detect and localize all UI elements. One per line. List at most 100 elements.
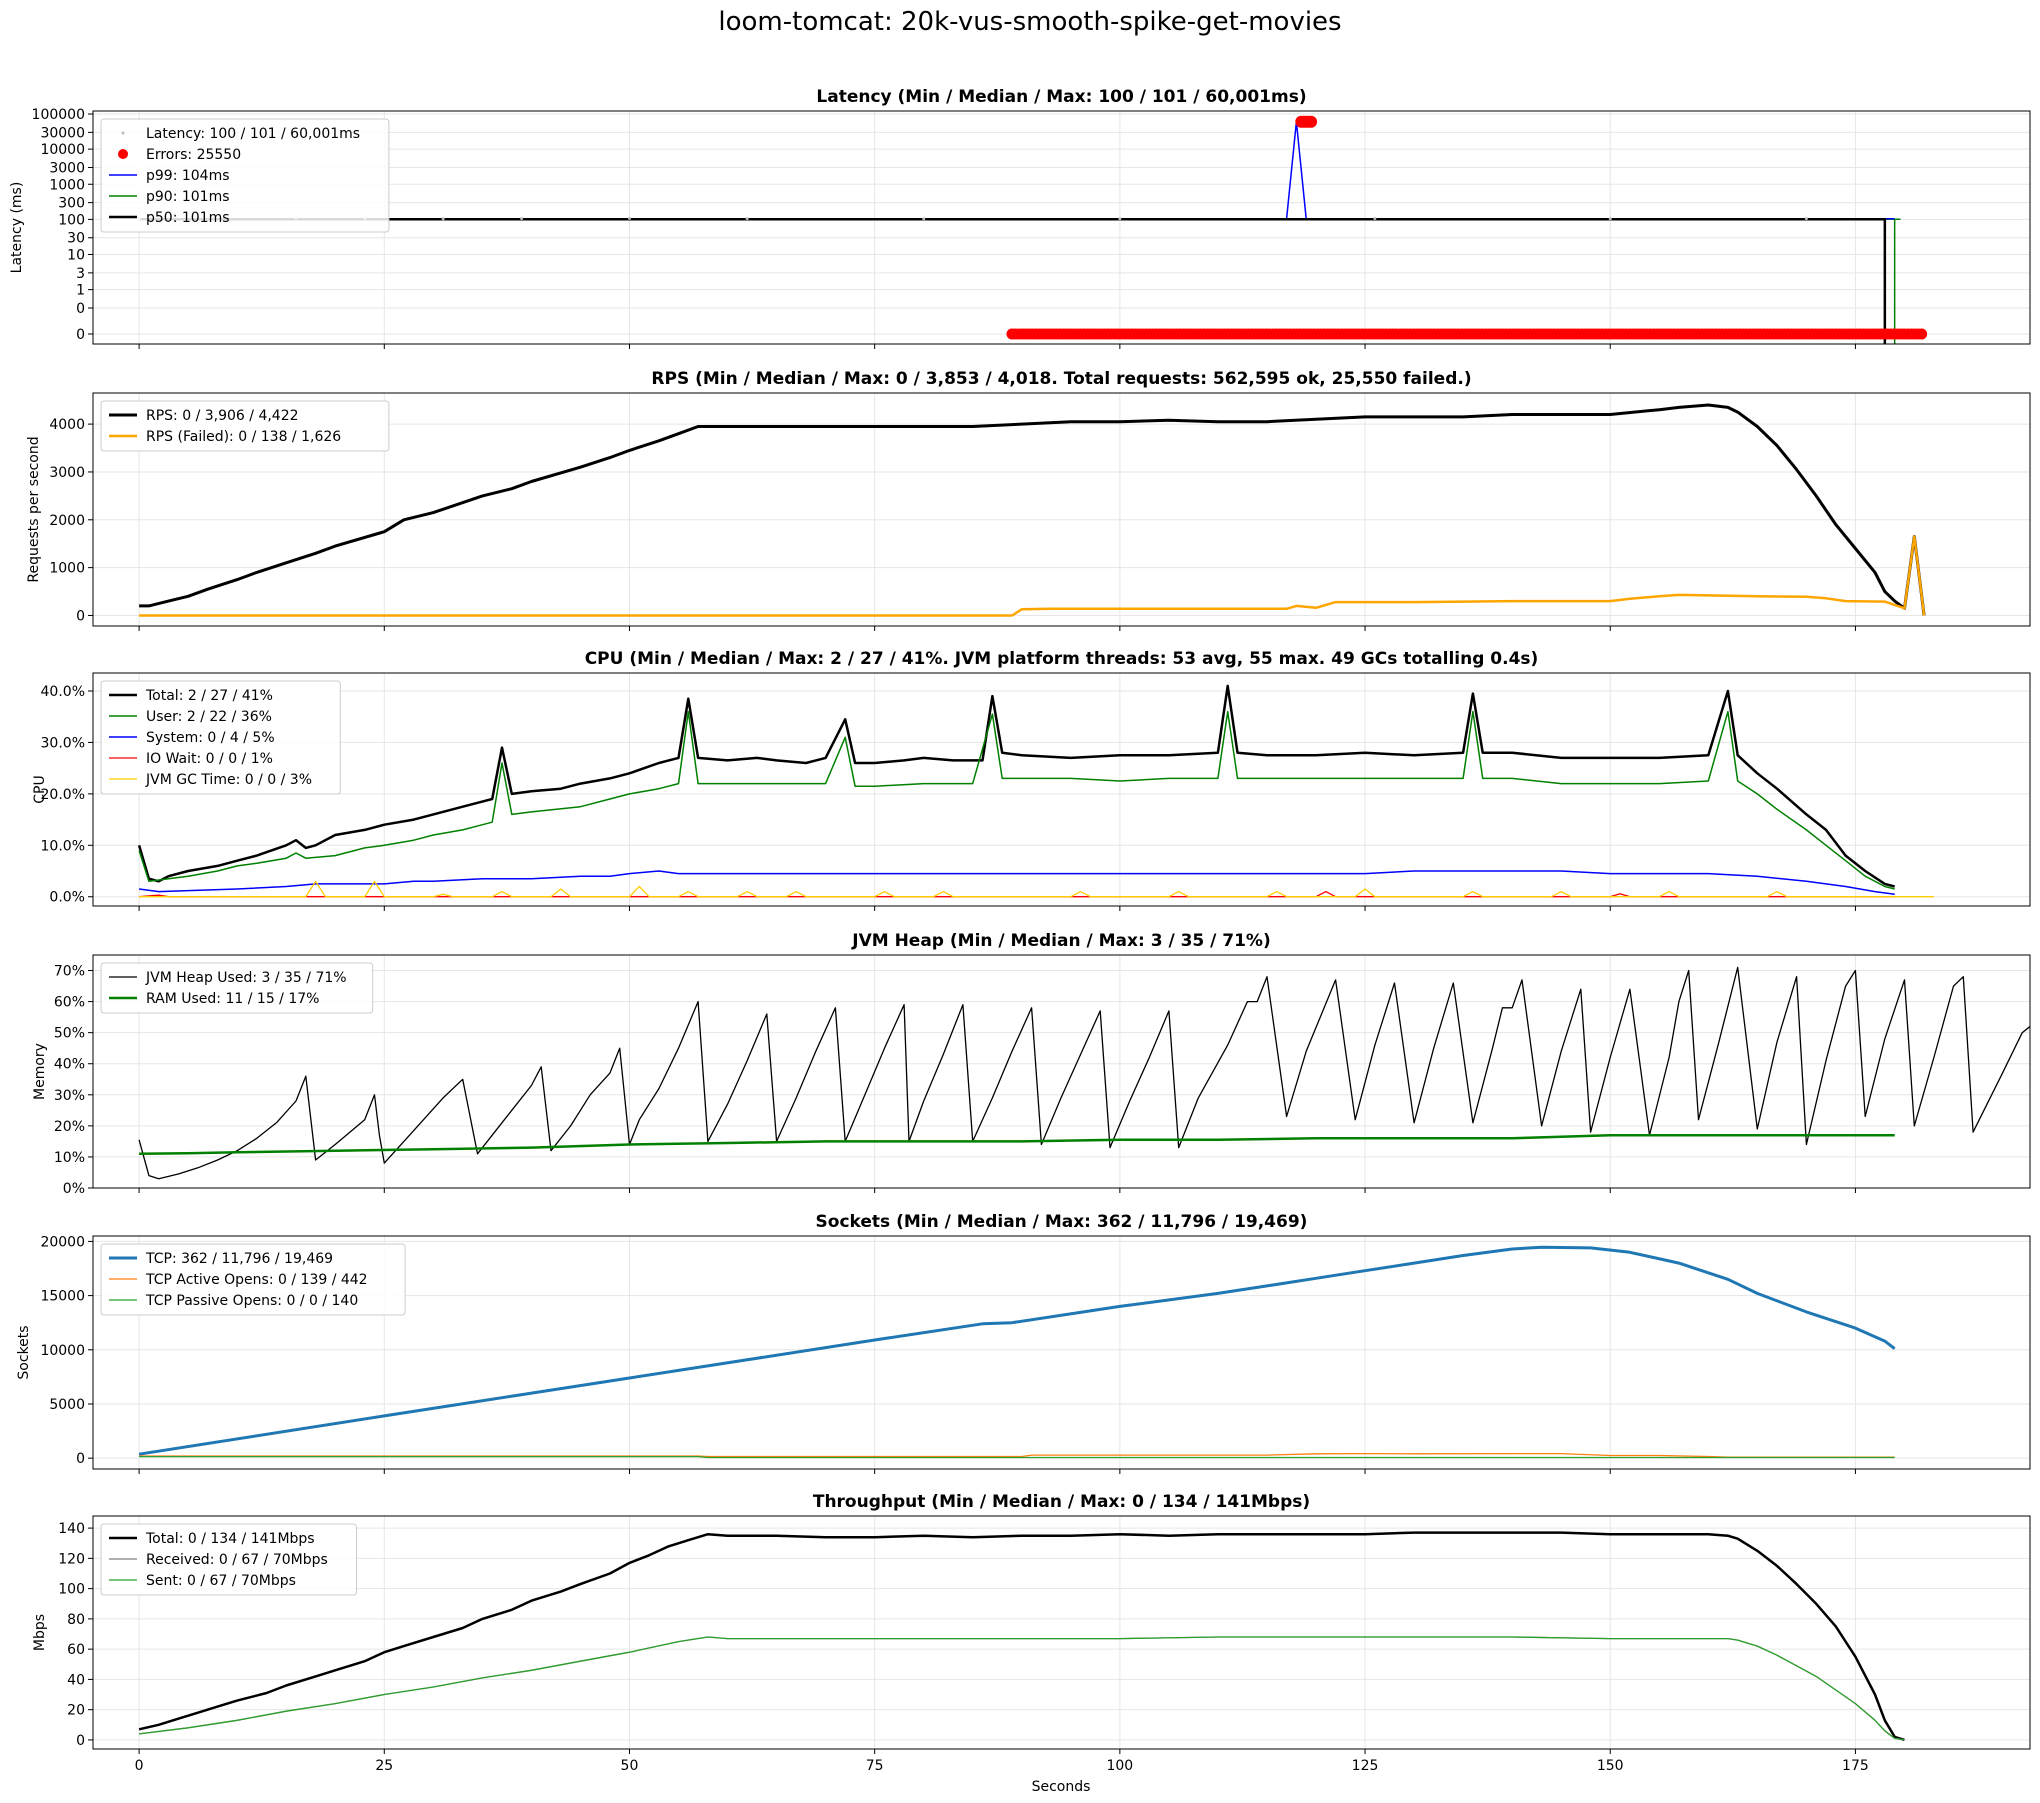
legend-label: p99: 104ms: [146, 168, 230, 184]
y-tick-label: 140: [58, 1521, 85, 1537]
y-axis-label: Memory: [32, 1043, 48, 1100]
y-tick-label: 20.0%: [41, 787, 85, 803]
series-line-2: [139, 870, 1895, 895]
panel-3: JVM Heap (Min / Median / Max: 3 / 35 / 7…: [32, 931, 2031, 1197]
y-tick-label: 300: [58, 196, 85, 212]
axes-frame: [92, 392, 2031, 627]
x-tick-label: 125: [1352, 1758, 1379, 1774]
y-tick-label: 5000: [49, 1397, 85, 1413]
grid: [93, 111, 2030, 344]
y-tick-label: 20000: [40, 1234, 85, 1250]
legend-swatch: [118, 149, 128, 159]
latency-point: [627, 216, 631, 220]
y-tick-label: 3000: [49, 160, 85, 176]
legend-label: Received: 0 / 67 / 70Mbps: [146, 1552, 328, 1568]
y-axis-label: Sockets: [16, 1325, 32, 1379]
latency-point: [922, 217, 926, 221]
legend-label: RPS (Failed): 0 / 138 / 1,626: [146, 429, 341, 445]
panel-title: CPU (Min / Median / Max: 2 / 27 / 41%. J…: [585, 649, 1539, 669]
axes-frame: [92, 672, 2031, 907]
y-tick-label: 100: [58, 212, 85, 228]
series-line-0: [139, 403, 1926, 616]
y-tick-label: 1000: [49, 561, 85, 577]
y-tick-label: 100: [58, 1582, 85, 1598]
x-tick-label: 0: [135, 1758, 144, 1774]
legend: Total: 2 / 27 / 41% User: 2 / 22 / 36% Sys…: [100, 680, 341, 795]
axes-frame: [92, 1235, 2031, 1470]
legend-box: [100, 400, 390, 452]
y-tick-label: 60: [67, 1642, 85, 1658]
y-tick-label: 30.0%: [41, 735, 85, 751]
y-tick-label: 120: [58, 1551, 85, 1567]
latency-point: [1118, 217, 1122, 221]
panel-title: Throughput (Min / Median / Max: 0 / 134 …: [813, 1492, 1310, 1512]
series-line-1: [139, 1636, 1905, 1741]
latency-point: [520, 216, 524, 220]
y-tick-label: 0: [76, 1733, 85, 1749]
latency-point: [441, 217, 445, 221]
x-tick-label: 25: [375, 1758, 393, 1774]
plot-area: [137, 115, 1928, 344]
y-tick-label: 10%: [54, 1150, 85, 1166]
legend-label: Total: 0 / 134 / 141Mbps: [145, 1531, 315, 1547]
legend-label: p90: 101ms: [146, 189, 230, 205]
legend-box: [100, 1523, 357, 1596]
legend-label: TCP: 362 / 11,796 / 19,469: [145, 1251, 333, 1267]
legend-label: Sent: 0 / 67 / 70Mbps: [146, 1573, 296, 1589]
x-tick-label: 100: [1106, 1758, 1133, 1774]
panel-1: RPS (Min / Median / Max: 0 / 3,853 / 4,0…: [26, 369, 2031, 631]
y-tick-label: 40: [67, 1672, 85, 1688]
latency-point: [745, 217, 749, 221]
x-tick-label: 150: [1597, 1758, 1624, 1774]
y-axis-label: Requests per second: [26, 436, 42, 582]
panel-title: Latency (Min / Median / Max: 100 / 101 /…: [816, 87, 1306, 107]
y-axis-label: CPU: [32, 775, 48, 803]
axes-frame: [92, 110, 2031, 345]
legend-label: System: 0 / 4 / 5%: [146, 730, 275, 746]
panel-title: Sockets (Min / Median / Max: 362 / 11,79…: [816, 1212, 1308, 1232]
legend-label: Latency: 100 / 101 / 60,001ms: [146, 126, 360, 142]
legend-label: Errors: 25550: [146, 147, 241, 163]
axes-frame: [92, 1515, 2031, 1750]
grid: [93, 1236, 2030, 1469]
legend-box: [100, 118, 390, 233]
legend-swatch: [121, 131, 125, 135]
panel-0: Latency (Min / Median / Max: 100 / 101 /…: [9, 87, 2031, 349]
y-tick-label: 4000: [49, 417, 85, 433]
y-tick-label: 10000: [40, 1343, 85, 1359]
y-tick-label: 3000: [49, 465, 85, 481]
y-tick-label: 0.0%: [49, 890, 85, 906]
y-tick-label: 30000: [40, 125, 85, 141]
y-tick-label: 60%: [54, 995, 85, 1011]
y-tick-label: 10.0%: [41, 838, 85, 854]
series-line-1: [139, 1133, 1895, 1156]
legend-label: RPS: 0 / 3,906 / 4,422: [146, 408, 299, 424]
panel-title: RPS (Min / Median / Max: 0 / 3,853 / 4,0…: [651, 369, 1471, 389]
panel-2: CPU (Min / Median / Max: 2 / 27 / 41%. J…: [32, 649, 2031, 911]
legend: RPS: 0 / 3,906 / 4,422 RPS (Failed): 0 / …: [100, 400, 390, 452]
series-line-0: [138, 1531, 1905, 1742]
latency-point: [1608, 217, 1612, 221]
grid: [93, 955, 2030, 1189]
p99-line: [139, 121, 1895, 220]
legend-label: TCP Passive Opens: 0 / 0 / 140: [145, 1293, 358, 1309]
legend: TCP: 362 / 11,796 / 19,469 TCP Active Ope…: [100, 1243, 406, 1316]
y-tick-label: 10: [67, 248, 85, 264]
y-tick-label: 0: [76, 608, 85, 624]
plot-area: [138, 1531, 1905, 1742]
legend-label: JVM Heap Used: 3 / 35 / 71%: [145, 970, 347, 986]
latency-point: [1373, 216, 1377, 220]
y-tick-label: 15000: [40, 1289, 85, 1305]
grid: [93, 673, 2030, 906]
axes-frame: [92, 954, 2031, 1189]
y-tick-label: 100000: [32, 107, 85, 123]
y-tick-label: 20%: [54, 1119, 85, 1135]
x-tick-label: 75: [866, 1758, 884, 1774]
plot-area: [138, 966, 2030, 1180]
plot-area: [137, 684, 1934, 898]
legend-box: [100, 1243, 406, 1316]
panel-5: Throughput (Min / Median / Max: 0 / 134 …: [32, 1492, 2031, 1774]
x-axis-label: Seconds: [1032, 1779, 1091, 1795]
legend-label: TCP Active Opens: 0 / 139 / 442: [145, 1272, 368, 1288]
